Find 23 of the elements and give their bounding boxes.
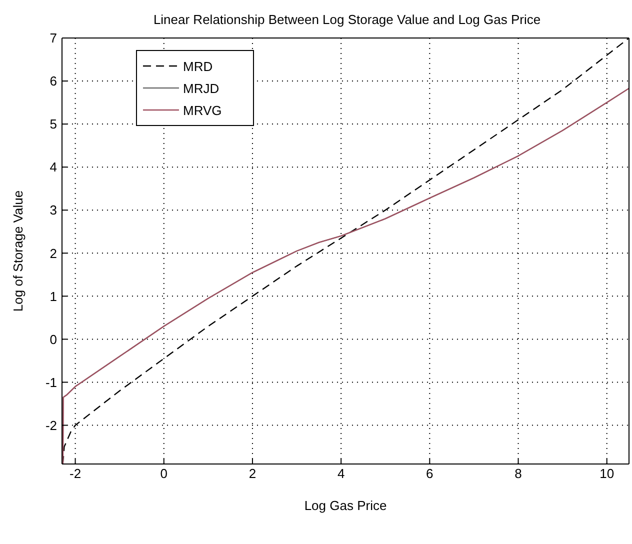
x-tick-label: -2: [70, 466, 82, 482]
y-axis-title: Log of Storage Value: [10, 190, 26, 312]
x-tick-label: 8: [514, 466, 522, 482]
x-tick-label: 10: [600, 466, 614, 482]
legend-label: MRVG: [183, 102, 222, 118]
y-tick-label: 6: [50, 74, 57, 89]
x-axis-title: Log Gas Price: [304, 498, 387, 513]
x-tick-label: 4: [337, 466, 345, 482]
x-tick-label: 0: [160, 466, 168, 482]
y-tick-label: 0: [50, 332, 57, 347]
y-tick-label: 2: [50, 246, 57, 261]
x-tick-label: 2: [248, 466, 256, 482]
y-tick-label: 7: [50, 30, 57, 46]
y-tick-label: 3: [50, 202, 57, 218]
legend-label: MRD: [183, 58, 213, 74]
y-tick-label: 4: [50, 160, 57, 175]
y-tick-label: 1: [50, 288, 57, 304]
y-tick-label: 5: [50, 116, 57, 132]
y-tick-label: -1: [45, 374, 57, 390]
chart-title: Linear Relationship Between Log Storage Value and Log Gas Price: [152, 12, 542, 27]
x-tick-label: 6: [426, 466, 434, 482]
legend-label: MRJD: [183, 80, 220, 96]
y-tick-label: -2: [45, 418, 57, 433]
